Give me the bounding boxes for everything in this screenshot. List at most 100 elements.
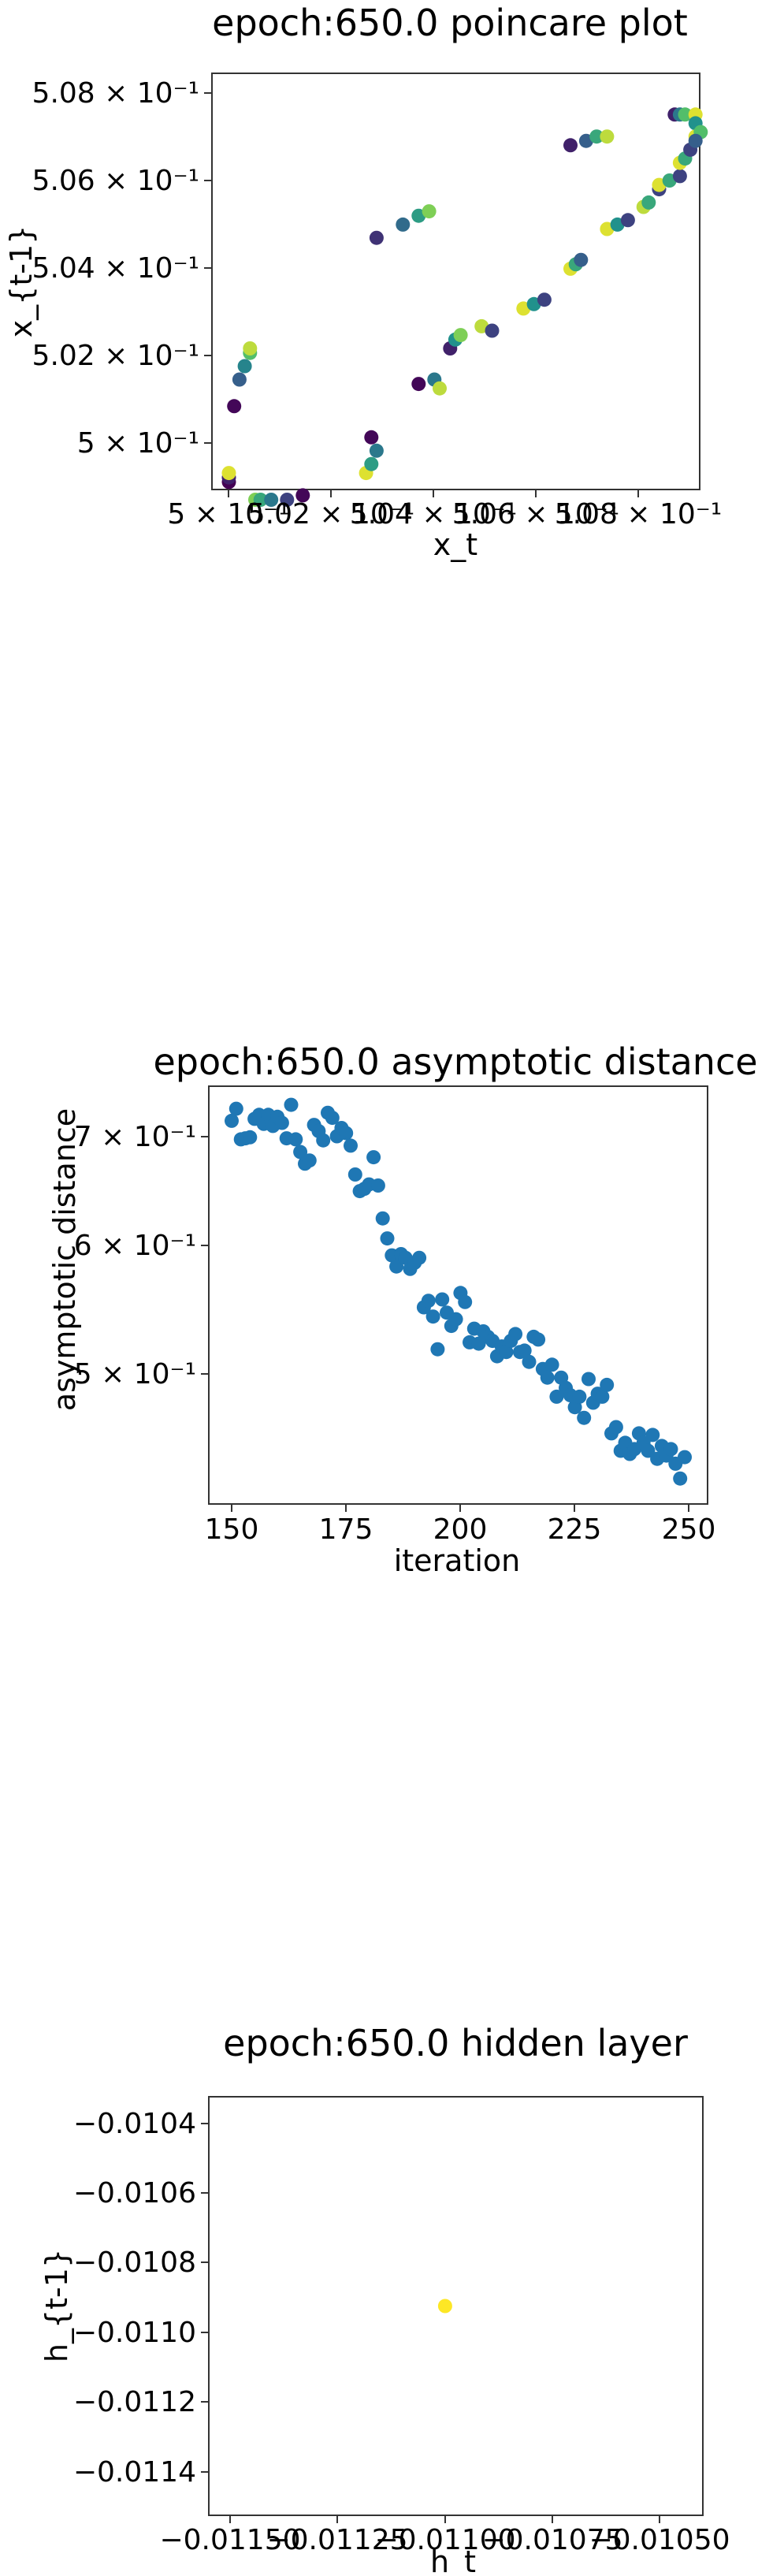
poincare-xtick-label: 5.02 × 10⁻¹ bbox=[247, 498, 414, 530]
poincare-point bbox=[295, 488, 310, 503]
asymptotic-plot-frame bbox=[208, 1085, 708, 1505]
asymptotic-y-axis: 7 × 10⁻¹ 6 × 10⁻¹ 5 × 10⁻¹ asymptotic di… bbox=[47, 1108, 209, 1411]
asymptotic-point bbox=[380, 1231, 395, 1246]
asymptotic-ytick-label: 5 × 10⁻¹ bbox=[74, 1358, 196, 1390]
asymptotic-point bbox=[582, 1372, 596, 1387]
poincare-point bbox=[264, 493, 279, 507]
asymptotic-point bbox=[421, 1294, 436, 1308]
hidden-ytick-label: −0.0106 bbox=[73, 2177, 196, 2209]
asymptotic-xtick-label: 175 bbox=[319, 1513, 373, 1546]
poincare-point bbox=[280, 493, 295, 507]
asymptotic-x-axis: 150 175 200 225 250 iteration bbox=[205, 1504, 716, 1578]
asymptotic-point bbox=[522, 1354, 537, 1369]
poincare-ytick-label: 5.02 × 10⁻¹ bbox=[32, 340, 199, 372]
poincare-point bbox=[364, 430, 379, 445]
poincare-point bbox=[227, 399, 242, 414]
asymptotic-points bbox=[225, 1097, 692, 1486]
hidden-point bbox=[437, 2299, 452, 2314]
hidden-ytick-label: −0.0112 bbox=[73, 2386, 196, 2418]
hidden-xtick-label: −0.01125 bbox=[266, 2524, 407, 2556]
poincare-x-axis: 5 × 10⁻¹ 5.02 × 10⁻¹ 5.04 × 10⁻¹ 5.06 × … bbox=[167, 490, 722, 562]
asymptotic-point bbox=[549, 1389, 564, 1404]
asymptotic-point bbox=[339, 1126, 354, 1141]
hidden-ytick-label: −0.0114 bbox=[73, 2456, 196, 2489]
asymptotic-point bbox=[544, 1357, 559, 1372]
asymptotic-xtick-label: 250 bbox=[662, 1513, 716, 1546]
asymptotic-point bbox=[448, 1312, 463, 1327]
poincare-point bbox=[672, 169, 687, 184]
asymptotic-point bbox=[344, 1138, 358, 1153]
asymptotic-point bbox=[347, 1167, 362, 1182]
asymptotic-point bbox=[389, 1259, 404, 1274]
poincare-point bbox=[364, 456, 379, 471]
poincare-point bbox=[232, 372, 247, 387]
asymptotic-ytick-label: 7 × 10⁻¹ bbox=[74, 1121, 196, 1153]
poincare-point bbox=[600, 129, 615, 144]
asymptotic-point bbox=[608, 1420, 623, 1435]
asymptotic-point bbox=[284, 1097, 299, 1112]
poincare-xtick-label: 5 × 10⁻¹ bbox=[167, 498, 289, 530]
asymptotic-point bbox=[225, 1113, 239, 1128]
asymptotic-point bbox=[577, 1410, 592, 1425]
asymptotic-point bbox=[641, 1443, 656, 1458]
asymptotic-ylabel: asymptotic distance bbox=[47, 1108, 82, 1411]
asymptotic-xlabel: iteration bbox=[394, 1543, 521, 1578]
poincare-points bbox=[221, 107, 708, 507]
poincare-title: epoch:650.0 poincare plot bbox=[212, 2, 688, 44]
poincare-point bbox=[411, 377, 426, 392]
asymptotic-point bbox=[595, 1389, 610, 1404]
poincare-ytick-label: 5 × 10⁻¹ bbox=[77, 427, 199, 460]
poincare-point bbox=[453, 328, 468, 343]
asymptotic-point bbox=[508, 1327, 523, 1342]
poincare-xtick-label: 5.08 × 10⁻¹ bbox=[555, 498, 722, 530]
poincare-ytick-label: 5.06 × 10⁻¹ bbox=[32, 165, 199, 197]
asymptotic-point bbox=[412, 1250, 427, 1265]
poincare-point bbox=[422, 204, 437, 219]
asymptotic-point bbox=[540, 1370, 555, 1385]
asymptotic-chart: epoch:650.0 asymptotic distance 7 × 10⁻¹… bbox=[47, 1040, 758, 1578]
poincare-point bbox=[620, 213, 635, 228]
poincare-point bbox=[589, 129, 604, 144]
asymptotic-point bbox=[325, 1111, 340, 1126]
asymptotic-point bbox=[531, 1332, 546, 1347]
poincare-point bbox=[678, 107, 693, 122]
poincare-point bbox=[537, 292, 552, 307]
hidden-ylabel: h_{t-1} bbox=[39, 2249, 74, 2362]
poincare-point bbox=[396, 217, 411, 232]
asymptotic-point bbox=[243, 1130, 258, 1145]
poincare-point bbox=[369, 443, 384, 458]
poincare-point bbox=[641, 195, 656, 210]
poincare-xtick-label: 5.06 × 10⁻¹ bbox=[452, 498, 619, 530]
poincare-chart: epoch:650.0 poincare plot 5 × 10⁻¹ 5.02 … bbox=[4, 2, 722, 562]
poincare-xtick-label: 5.04 × 10⁻¹ bbox=[350, 498, 517, 530]
asymptotic-point bbox=[370, 1178, 385, 1193]
asymptotic-point bbox=[293, 1145, 308, 1160]
poincare-ytick-label: 5.08 × 10⁻¹ bbox=[32, 77, 199, 110]
hidden-xtick-label: −0.01100 bbox=[374, 2524, 515, 2556]
asymptotic-ytick-label: 6 × 10⁻¹ bbox=[74, 1230, 196, 1262]
poincare-xlabel: x_t bbox=[433, 527, 477, 562]
asymptotic-point bbox=[499, 1345, 514, 1360]
asymptotic-point bbox=[673, 1471, 688, 1486]
asymptotic-point bbox=[517, 1343, 532, 1358]
hidden-title: epoch:650.0 hidden layer bbox=[223, 2022, 688, 2064]
asymptotic-point bbox=[375, 1211, 390, 1226]
asymptotic-title: epoch:650.0 asymptotic distance bbox=[153, 1040, 757, 1083]
poincare-ytick-label: 5.04 × 10⁻¹ bbox=[32, 252, 199, 285]
asymptotic-point bbox=[425, 1309, 440, 1324]
poincare-point bbox=[369, 230, 384, 245]
hidden-ytick-label: −0.0104 bbox=[73, 2108, 196, 2140]
asymptotic-xtick-label: 200 bbox=[433, 1513, 488, 1546]
poincare-point bbox=[563, 138, 578, 153]
poincare-y-axis: 5 × 10⁻¹ 5.02 × 10⁻¹ 5.04 × 10⁻¹ 5.06 × … bbox=[4, 77, 212, 460]
hidden-y-axis: −0.0104 −0.0106 −0.0108 −0.0110 −0.0112 … bbox=[39, 2108, 209, 2489]
asymptotic-point bbox=[430, 1342, 445, 1357]
poincare-point bbox=[485, 323, 500, 338]
poincare-ylabel: x_{t-1} bbox=[4, 225, 39, 338]
poincare-point bbox=[574, 252, 589, 267]
poincare-point bbox=[433, 381, 447, 396]
hidden-ytick-label: −0.0108 bbox=[73, 2247, 196, 2279]
hidden-xtick-label: −0.01150 bbox=[159, 2524, 300, 2556]
hidden-plot-frame bbox=[208, 2096, 704, 2516]
